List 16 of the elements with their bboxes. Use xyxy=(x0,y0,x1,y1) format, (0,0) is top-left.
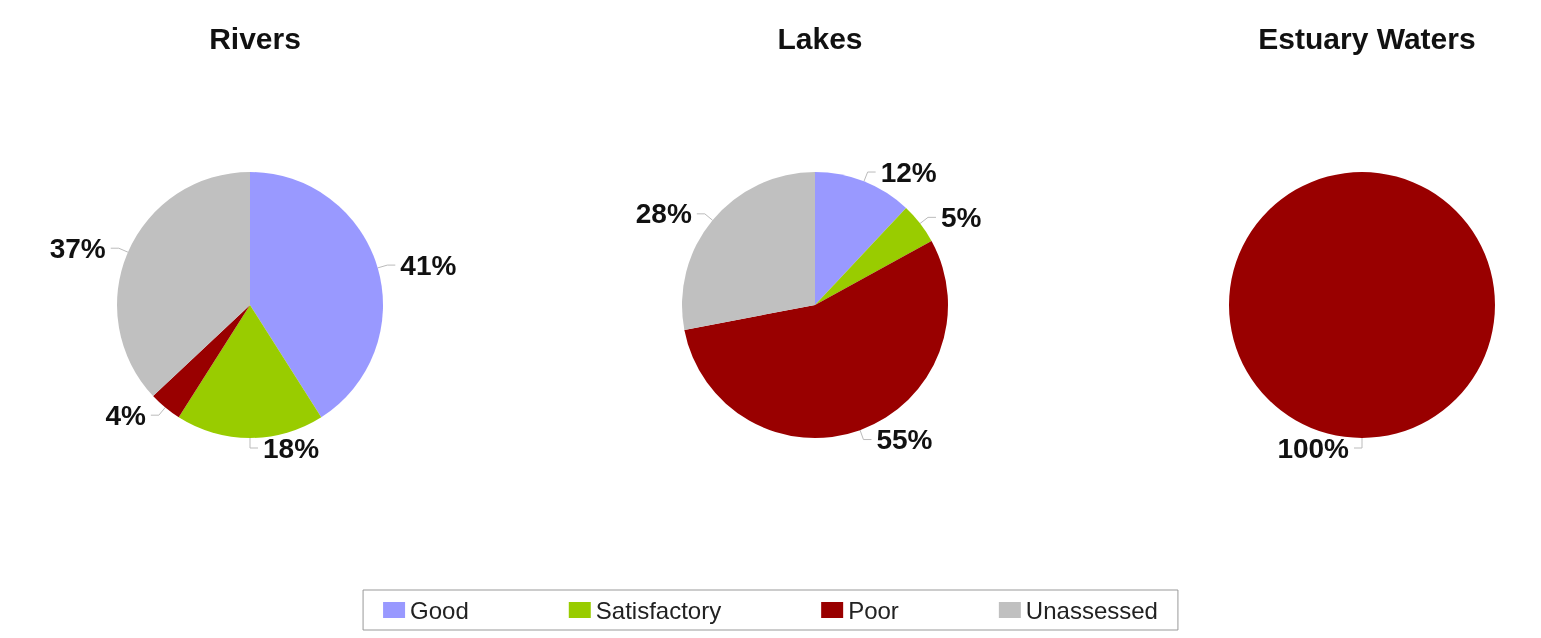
slice-label: Lakes xyxy=(777,21,863,55)
data-label: 37% xyxy=(49,232,106,264)
legend-label: Unassessed xyxy=(1025,596,1158,624)
legend-label: Poor xyxy=(848,596,899,624)
slice-label: Rivers xyxy=(209,21,301,55)
data-label: 100% xyxy=(1277,432,1350,464)
data-label: 5% xyxy=(940,201,982,233)
data-label: 18% xyxy=(263,432,320,464)
slice-label: Estuary Waters xyxy=(1258,21,1476,55)
legend-label: Good xyxy=(410,596,469,624)
data-label: 12% xyxy=(880,156,937,188)
legend-label: Satisfactory xyxy=(595,596,722,624)
data-label: 28% xyxy=(635,198,692,230)
data-label: 4% xyxy=(105,399,146,431)
data-label: 41% xyxy=(400,249,457,281)
data-label: 55% xyxy=(876,424,933,456)
